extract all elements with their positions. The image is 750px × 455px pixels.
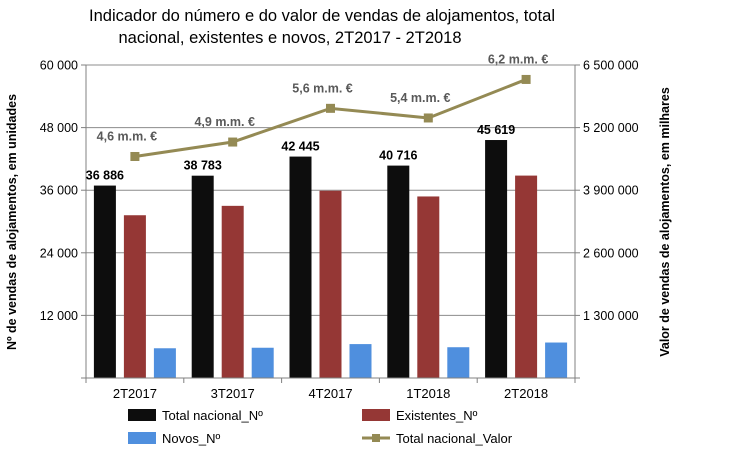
legend-swatch-existentes (362, 409, 390, 421)
legend: Total nacional_Nº Existentes_Nº Novos_Nº… (128, 408, 513, 446)
y-tick-label-left: 24 000 (40, 246, 78, 260)
bar-data-label: 45 619 (477, 123, 515, 137)
legend-label-total-nacional: Total nacional_Nº (162, 408, 263, 423)
line-point (130, 151, 140, 161)
bar (289, 156, 312, 378)
bar-data-label: 36 886 (86, 169, 124, 183)
bar-data-label: 42 445 (281, 140, 319, 154)
y-tick-label-left: 36 000 (40, 184, 78, 198)
bar (221, 205, 244, 378)
bar (123, 215, 146, 378)
x-tick-label: 1T2018 (406, 386, 450, 401)
chart-title-line-2: nacional, existentes e novos, 2T2017 - 2… (118, 29, 461, 47)
bar (387, 165, 410, 378)
y-tick-label-right: 6 500 000 (583, 59, 639, 73)
bar-data-label: 38 783 (184, 159, 222, 173)
y-tick-label-right: 5 200 000 (583, 121, 639, 135)
bar (153, 348, 176, 378)
bar (251, 347, 274, 378)
y-tick-label-left: 60 000 (40, 59, 78, 73)
legend-label-valor: Total nacional_Valor (396, 431, 513, 446)
legend-swatch-total-nacional (128, 409, 156, 421)
bar (515, 175, 538, 378)
bar (349, 344, 372, 378)
y-axis-title-left: Nº de vendas de alojamentos, em unidades (5, 94, 19, 350)
legend-marker-valor (372, 434, 380, 442)
x-tick-label: 2T2018 (504, 386, 548, 401)
line-point (423, 113, 433, 123)
bar (319, 190, 342, 378)
legend-label-existentes: Existentes_Nº (396, 408, 478, 423)
y-tick-label-right: 2 600 000 (583, 246, 639, 260)
x-tick-label: 3T2017 (211, 386, 255, 401)
line-data-label: 5,6 m.m. € (292, 81, 352, 95)
bar (485, 140, 508, 378)
legend-swatch-novos (128, 432, 156, 444)
line-data-label: 4,6 m.m. € (97, 129, 157, 143)
x-tick-label: 2T2017 (113, 386, 157, 401)
line-point (228, 137, 238, 147)
line-point (521, 74, 531, 84)
bar (93, 185, 116, 378)
y-tick-label-right: 3 900 000 (583, 184, 639, 198)
bar (191, 175, 214, 378)
legend-label-novos: Novos_Nº (162, 431, 220, 446)
bar (417, 196, 440, 378)
y-tick-label-left: 12 000 (40, 309, 78, 323)
bar-data-label: 40 716 (379, 149, 417, 163)
line-data-label: 5,4 m.m. € (390, 91, 450, 105)
line-data-label: 6,2 m.m. € (488, 52, 548, 66)
x-tick-label: 4T2017 (308, 386, 352, 401)
line-point (326, 103, 335, 113)
line-data-label: 4,9 m.m. € (194, 115, 254, 129)
chart-title-line-1: Indicador do número e do valor de vendas… (89, 7, 555, 25)
y-tick-label-right: 1 300 000 (583, 309, 639, 323)
bar (545, 342, 568, 378)
y-tick-label-left: 48 000 (40, 121, 78, 135)
bar (447, 347, 470, 378)
y-axis-title-right: Valor de vendas de alojamentos, em milha… (658, 87, 672, 357)
